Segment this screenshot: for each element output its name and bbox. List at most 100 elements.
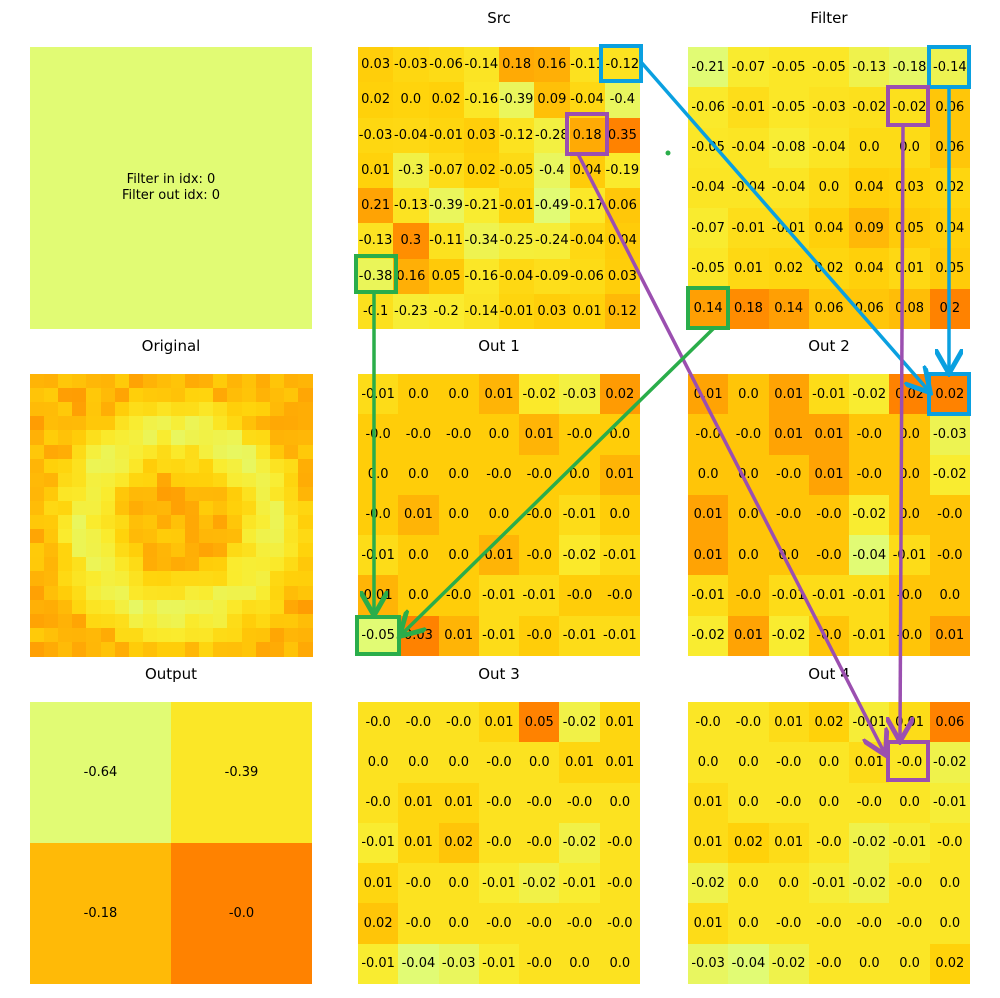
filter-cell: 0.06 (849, 288, 890, 329)
out3-cell: -0.0 (398, 702, 439, 743)
out3-cell: 0.05 (519, 702, 560, 743)
out1-cell: -0.01 (358, 535, 399, 576)
out1-cell: -0.0 (358, 494, 399, 536)
out1-cell: 0.0 (478, 414, 520, 455)
out3-cell: -0.0 (358, 702, 399, 743)
out1-cell: 0.0 (438, 454, 479, 495)
out1-cell: 0.01 (398, 494, 439, 536)
filter-cell: 0.0 (849, 127, 890, 168)
src-cell: 0.12 (604, 293, 640, 329)
out3-cell: -0.0 (358, 782, 399, 823)
out4-cell: -0.0 (768, 782, 809, 823)
output-cell: -0.18 (30, 843, 171, 984)
src-cell: -0.39 (499, 82, 535, 118)
src-cell: 0.03 (534, 293, 570, 329)
out1-cell: 0.0 (559, 454, 600, 495)
out3-cell: 0.0 (438, 863, 479, 904)
out3-cell: 0.0 (438, 742, 479, 783)
src-cell: -0.1 (358, 293, 394, 329)
out4-cell: -0.01 (929, 782, 970, 823)
out4-cell: -0.0 (808, 903, 850, 944)
out3-cell: -0.02 (559, 822, 600, 864)
out1-cell: -0.02 (519, 374, 560, 415)
src-cell: -0.24 (534, 223, 570, 259)
out1-cell: -0.02 (559, 535, 600, 576)
filter-cell: -0.21 (688, 47, 729, 88)
original-title: Original (141, 337, 201, 355)
out4-cell: -0.0 (849, 903, 890, 944)
filter-in-idx-label: Filter in idx: 0 (126, 172, 216, 187)
src-cell: 0.03 (358, 47, 394, 83)
out3-cell: -0.0 (398, 863, 439, 904)
filter-cell: 0.06 (929, 127, 970, 168)
out2-cell: -0.0 (849, 414, 890, 455)
out1-cell: 0.0 (398, 454, 439, 495)
out2-cell: -0.0 (929, 494, 970, 536)
out2-cell: 0.0 (728, 535, 769, 576)
out1-cell: 0.01 (599, 454, 640, 495)
src-cell: 0.03 (604, 258, 640, 294)
src-cell: -0.13 (358, 223, 394, 259)
out4-cell: 0.0 (728, 863, 769, 904)
filter-cell: -0.04 (728, 167, 769, 209)
filter-cell: 0.18 (728, 288, 769, 329)
out3-cell: -0.0 (478, 782, 520, 823)
filter-cell: 0.05 (889, 208, 930, 249)
out2-matrix: 0.01 0.0 0.01 -0.01 -0.02 0.02 0.02 -0.0 -0.0 0.0… (688, 374, 970, 656)
out1-cell: 0.01 (358, 575, 399, 616)
out1-cell: -0.01 (358, 374, 399, 415)
out2-cell: 0.0 (889, 454, 930, 495)
filter-cell: 0.02 (808, 248, 850, 289)
out4-cell: -0.0 (808, 822, 850, 864)
out4-cell: -0.04 (728, 943, 769, 984)
filter-cell: -0.02 (889, 87, 930, 128)
out4-cell: 0.01 (768, 702, 809, 743)
out3-cell: 0.01 (559, 742, 600, 783)
src-cell: 0.06 (604, 188, 640, 224)
out3-cell: 0.0 (519, 742, 560, 783)
original-image (30, 374, 313, 657)
src-cell: -0.01 (428, 117, 464, 153)
out2-cell: -0.02 (849, 374, 890, 415)
src-cell: -0.3 (393, 152, 429, 188)
out2-cell: -0.0 (849, 454, 890, 495)
out4-cell: -0.02 (849, 822, 890, 864)
out1-cell: -0.0 (559, 575, 600, 616)
out3-cell: -0.02 (559, 702, 600, 743)
out4-cell: 0.0 (808, 742, 850, 783)
out2-cell: 0.01 (929, 615, 970, 656)
out3-cell: 0.0 (599, 943, 640, 984)
out2-cell: -0.02 (768, 615, 809, 656)
src-cell: -0.23 (393, 293, 429, 329)
out3-cell: -0.0 (438, 702, 479, 743)
out2-cell: -0.01 (808, 575, 850, 616)
filter-title: Filter (810, 9, 848, 27)
out3-cell: -0.01 (358, 943, 399, 984)
out1-cell: -0.01 (559, 615, 600, 656)
out2-cell: 0.01 (768, 414, 809, 455)
out2-cell: 0.01 (768, 374, 809, 415)
filter-cell: -0.05 (768, 47, 809, 88)
src-cell: -0.04 (393, 117, 429, 153)
src-cell: -0.11 (428, 223, 464, 259)
out2-cell: -0.0 (808, 615, 850, 656)
out1-cell: 0.0 (438, 494, 479, 536)
filter-cell: -0.03 (808, 87, 850, 128)
out3-cell: -0.0 (519, 822, 560, 864)
out1-cell: -0.0 (519, 535, 560, 576)
out1-cell: -0.01 (599, 535, 640, 576)
output-cell: -0.64 (30, 702, 171, 843)
out4-cell: 0.01 (688, 822, 729, 864)
out1-cell: 0.0 (438, 374, 479, 415)
out1-cell: 0.03 (398, 615, 439, 656)
out2-cell: 0.01 (688, 494, 729, 536)
out2-cell: 0.0 (728, 454, 769, 495)
src-cell: -0.34 (463, 223, 499, 259)
src-cell: 0.04 (604, 223, 640, 259)
out2-cell: 0.0 (889, 414, 930, 455)
out4-cell: 0.0 (929, 903, 970, 944)
out1-cell: -0.0 (358, 414, 399, 455)
src-cell: -0.12 (604, 47, 640, 83)
filter-cell: -0.04 (728, 127, 769, 168)
src-cell: -0.06 (428, 47, 464, 83)
